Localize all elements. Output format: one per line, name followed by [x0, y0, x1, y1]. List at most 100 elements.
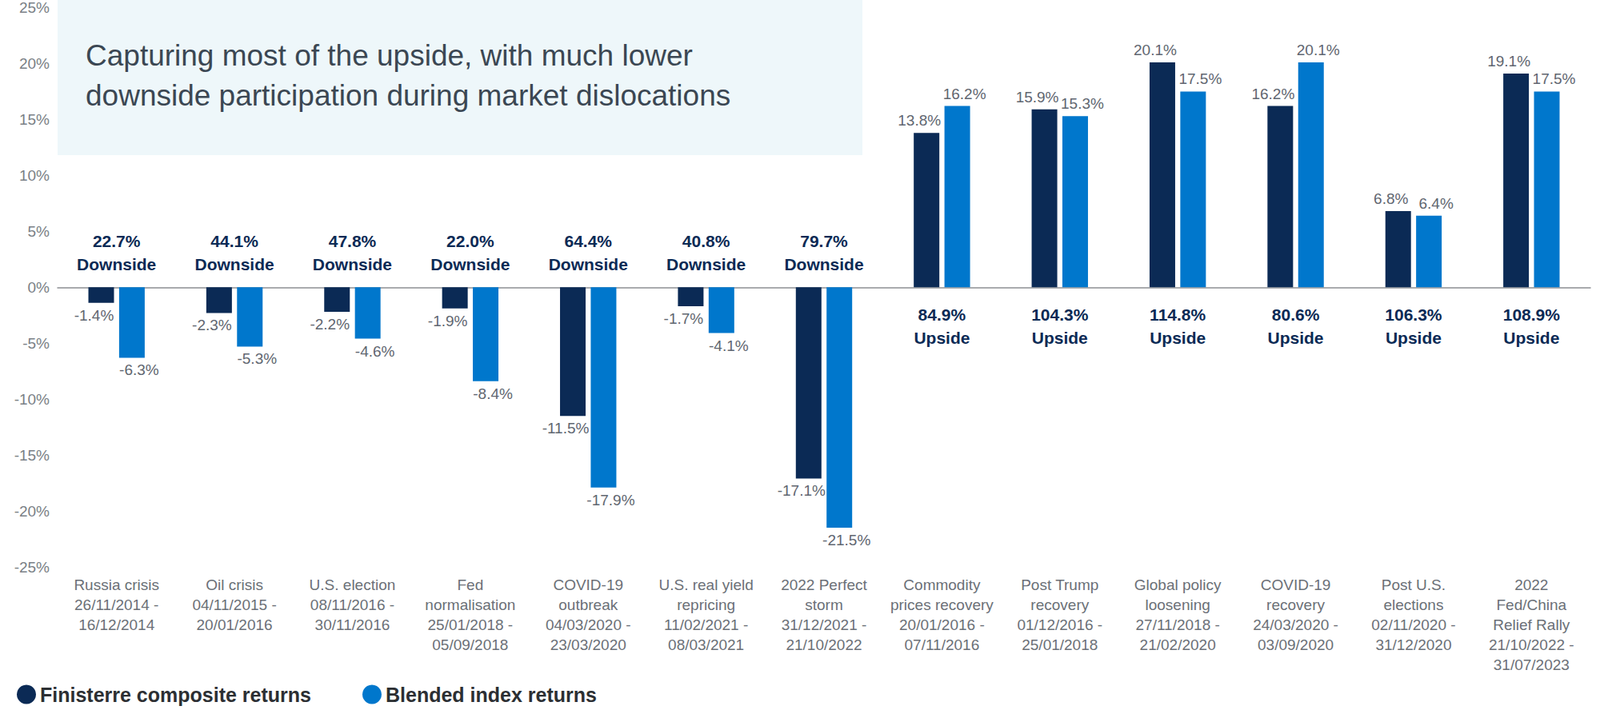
svg-text:10%: 10%: [19, 167, 50, 184]
svg-text:U.S. real yield: U.S. real yield: [658, 576, 753, 594]
svg-text:20/01/2016: 20/01/2016: [196, 616, 273, 634]
svg-text:08/03/2021: 08/03/2021: [668, 636, 744, 654]
svg-text:16/12/2014: 16/12/2014: [78, 616, 156, 634]
svg-text:-10%: -10%: [14, 391, 50, 408]
svg-text:25/01/2018 -: 25/01/2018 -: [427, 616, 513, 634]
svg-text:21/02/2020: 21/02/2020: [1140, 636, 1216, 654]
svg-text:-5.3%: -5.3%: [236, 350, 277, 368]
svg-text:prices recovery: prices recovery: [890, 596, 994, 614]
svg-text:114.8%: 114.8%: [1149, 305, 1206, 324]
svg-text:elections: elections: [1383, 596, 1444, 614]
svg-text:-21.5%: -21.5%: [822, 532, 871, 549]
svg-text:15.9%: 15.9%: [1016, 88, 1060, 106]
svg-text:-25%: -25%: [14, 559, 50, 576]
svg-text:40.8%: 40.8%: [682, 232, 731, 251]
svg-text:Upside: Upside: [1503, 328, 1560, 348]
svg-text:Russia crisis: Russia crisis: [73, 576, 160, 594]
svg-text:-11.5%: -11.5%: [542, 420, 590, 437]
svg-text:Upside: Upside: [913, 328, 970, 348]
svg-text:5%: 5%: [28, 223, 51, 240]
svg-text:-2.3%: -2.3%: [192, 316, 232, 334]
svg-text:Post Trump: Post Trump: [1020, 576, 1099, 594]
svg-text:22.7%: 22.7%: [92, 232, 141, 251]
svg-text:44.1%: 44.1%: [210, 232, 259, 251]
svg-text:84.9%: 84.9%: [918, 305, 967, 324]
svg-text:Oil crisis: Oil crisis: [205, 576, 264, 594]
svg-text:16.2%: 16.2%: [943, 85, 987, 103]
svg-text:27/11/2018 -: 27/11/2018 -: [1136, 616, 1220, 634]
svg-text:04/11/2015 -: 04/11/2015 -: [192, 596, 276, 614]
svg-text:19.1%: 19.1%: [1487, 52, 1531, 70]
svg-text:repricing: repricing: [676, 596, 736, 614]
svg-text:15.3%: 15.3%: [1060, 95, 1104, 112]
svg-text:-1.7%: -1.7%: [664, 310, 704, 328]
svg-text:downside participation during: downside participation during market dis…: [85, 79, 731, 112]
svg-text:recovery: recovery: [1266, 596, 1325, 614]
svg-text:80.6%: 80.6%: [1272, 305, 1320, 324]
svg-text:104.3%: 104.3%: [1031, 305, 1089, 324]
svg-text:Fed: Fed: [456, 576, 484, 594]
svg-text:-15%: -15%: [14, 447, 50, 464]
svg-text:05/09/2018: 05/09/2018: [432, 636, 508, 654]
svg-text:17.5%: 17.5%: [1532, 70, 1576, 88]
svg-text:07/11/2016: 07/11/2016: [904, 636, 980, 654]
svg-text:Capturing most of the upside,: Capturing most of the upside, with much …: [85, 39, 693, 72]
svg-text:03/09/2020: 03/09/2020: [1257, 636, 1334, 654]
svg-text:Upside: Upside: [1032, 328, 1088, 348]
svg-text:Downside: Downside: [548, 255, 628, 274]
svg-text:21/10/2022 -: 21/10/2022 -: [1488, 636, 1575, 654]
svg-text:-8.4%: -8.4%: [472, 385, 513, 403]
svg-text:01/12/2016 -: 01/12/2016 -: [1016, 616, 1103, 634]
svg-text:recovery: recovery: [1030, 596, 1089, 614]
svg-text:Relief Rally: Relief Rally: [1492, 616, 1571, 634]
svg-text:-2.2%: -2.2%: [309, 316, 350, 333]
svg-text:Downside: Downside: [430, 255, 510, 274]
svg-text:Post U.S.: Post U.S.: [1381, 576, 1446, 594]
svg-text:08/11/2016 -: 08/11/2016 -: [310, 596, 395, 614]
svg-text:COVID-19: COVID-19: [552, 576, 624, 594]
svg-text:U.S. election: U.S. election: [309, 576, 396, 594]
svg-text:31/12/2020: 31/12/2020: [1375, 636, 1452, 654]
svg-text:21/10/2022: 21/10/2022: [785, 636, 862, 654]
svg-text:31/07/2023: 31/07/2023: [1493, 656, 1570, 674]
svg-text:-17.9%: -17.9%: [586, 492, 635, 509]
svg-text:-20%: -20%: [14, 503, 50, 520]
svg-text:15%: 15%: [19, 111, 50, 128]
svg-text:-4.6%: -4.6%: [355, 343, 396, 360]
svg-text:0%: 0%: [28, 279, 51, 296]
svg-text:17.5%: 17.5%: [1178, 70, 1222, 88]
svg-text:6.4%: 6.4%: [1418, 195, 1453, 212]
svg-text:Downside: Downside: [76, 255, 156, 274]
svg-text:6.8%: 6.8%: [1373, 190, 1408, 208]
svg-text:30/11/2016: 30/11/2016: [315, 616, 391, 634]
svg-text:20.1%: 20.1%: [1296, 41, 1340, 59]
svg-text:Fed/China: Fed/China: [1496, 596, 1567, 614]
svg-text:-17.1%: -17.1%: [777, 482, 826, 500]
svg-text:outbreak: outbreak: [558, 596, 618, 614]
svg-text:20.1%: 20.1%: [1133, 41, 1177, 59]
svg-text:-6.3%: -6.3%: [119, 361, 160, 379]
svg-text:02/11/2020 -: 02/11/2020 -: [1371, 616, 1456, 634]
svg-text:47.8%: 47.8%: [328, 232, 377, 251]
svg-text:Global policy: Global policy: [1134, 576, 1222, 594]
svg-text:25/01/2018: 25/01/2018: [1021, 636, 1098, 654]
svg-text:108.9%: 108.9%: [1503, 305, 1561, 324]
svg-text:Blended index returns: Blended index returns: [385, 684, 597, 707]
svg-text:2022: 2022: [1514, 576, 1548, 594]
svg-text:16.2%: 16.2%: [1251, 85, 1295, 103]
svg-text:-1.9%: -1.9%: [428, 312, 468, 330]
svg-text:Downside: Downside: [666, 255, 746, 274]
svg-text:20%: 20%: [19, 55, 50, 72]
svg-text:Upside: Upside: [1385, 328, 1442, 348]
svg-text:COVID-19: COVID-19: [1260, 576, 1332, 594]
svg-text:Upside: Upside: [1149, 328, 1206, 348]
svg-text:Downside: Downside: [312, 255, 392, 274]
svg-text:25%: 25%: [19, 0, 50, 16]
svg-text:-1.4%: -1.4%: [74, 307, 115, 324]
svg-text:31/12/2021 -: 31/12/2021 -: [781, 616, 868, 634]
svg-text:13.8%: 13.8%: [897, 112, 941, 129]
svg-text:-4.1%: -4.1%: [708, 337, 749, 355]
svg-text:Commodity: Commodity: [903, 576, 981, 594]
svg-text:106.3%: 106.3%: [1384, 305, 1443, 324]
svg-text:normalisation: normalisation: [424, 596, 516, 614]
